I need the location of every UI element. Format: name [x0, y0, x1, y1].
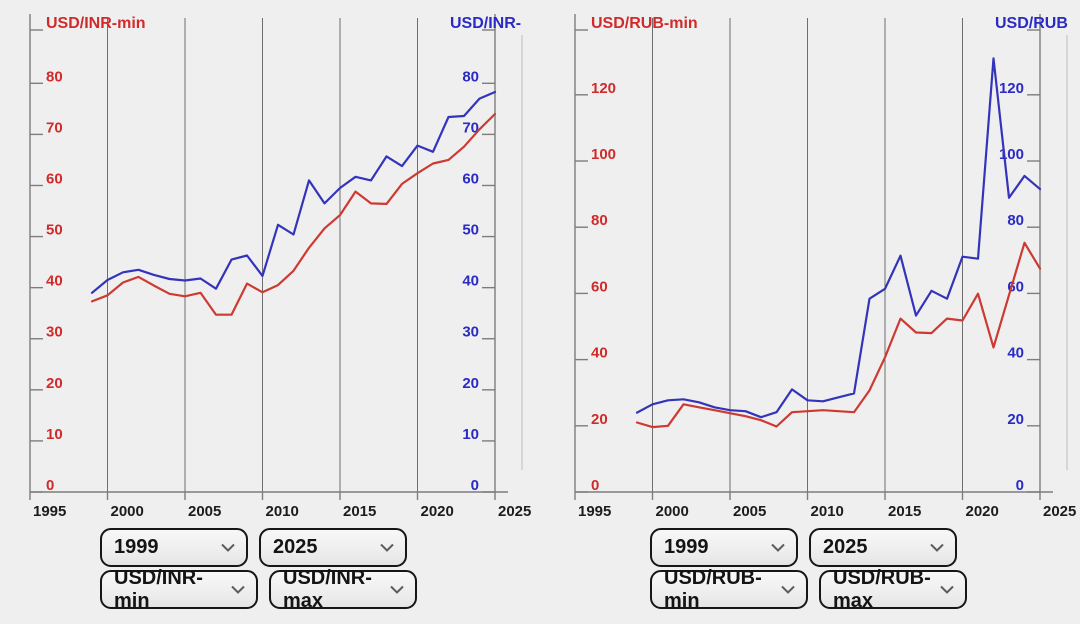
right-y-tick-label: 70 [462, 119, 479, 136]
x-tick-label: 2020 [966, 503, 999, 520]
inr-min-series-value: USD/INR-min [114, 566, 203, 612]
left-y-tick-label: 20 [591, 411, 608, 428]
x-tick-label: 2015 [888, 503, 921, 520]
x-tick-label: 2025 [1043, 503, 1076, 520]
chevron-down-icon [771, 543, 785, 552]
inr-end-year-value: 2025 [273, 536, 318, 558]
x-tick-label: 2005 [188, 503, 221, 520]
left-y-tick-label: 10 [46, 426, 63, 443]
chevron-down-icon [390, 585, 404, 594]
right-y-tick-label: 50 [462, 222, 479, 239]
right-y-tick-label: 30 [462, 324, 479, 341]
x-tick-label: 2010 [266, 503, 299, 520]
right-y-tick-label: 120 [999, 80, 1024, 97]
usd-rub-controls: 1999 2025 USD/RUB-min USD/RUB-max [650, 528, 967, 612]
rub-min-series-value: USD/RUB-min [664, 566, 762, 612]
right-y-tick-label: 0 [471, 477, 479, 494]
right-y-tick-label: 40 [462, 273, 479, 290]
left-y-tick-label: 60 [46, 170, 63, 187]
left-y-tick-label: 100 [591, 146, 616, 163]
left-y-tick-label: 70 [46, 119, 63, 136]
rub-min-series-select[interactable]: USD/RUB-min [650, 567, 808, 612]
year-range-row: 1999 2025 [100, 528, 417, 567]
inr-start-year-value: 1999 [114, 536, 159, 558]
chevron-down-icon [781, 585, 795, 594]
series-line-usd-inr-max [90, 90, 497, 294]
series-line-usd-rub-max [635, 57, 1042, 419]
right-y-tick-label: 20 [1007, 411, 1024, 428]
chevron-down-icon [930, 543, 944, 552]
right-y-tick-label: 40 [1007, 345, 1024, 362]
left-y-tick-label: 30 [46, 324, 63, 341]
right-y-tick-label: 0 [1016, 477, 1024, 494]
rub-max-series-value: USD/RUB-max [833, 566, 931, 612]
inr-min-series-select[interactable]: USD/INR-min [100, 567, 258, 612]
x-tick-label: 2010 [811, 503, 844, 520]
right-y-tick-label: 60 [462, 170, 479, 187]
series-line-usd-inr-min [90, 112, 497, 316]
left-y-tick-label: 80 [46, 68, 63, 85]
x-tick-label: 2005 [733, 503, 766, 520]
inr-max-series-value: USD/INR-max [283, 566, 372, 612]
left-y-tick-label: 40 [591, 345, 608, 362]
right-y-tick-label: 80 [462, 68, 479, 85]
x-tick-label: 1995 [578, 503, 611, 520]
inr-max-series-select[interactable]: USD/INR-max [269, 567, 417, 612]
left-y-tick-label: 0 [591, 477, 599, 494]
x-tick-label: 2000 [111, 503, 144, 520]
inr-end-year-select[interactable]: 2025 [259, 528, 407, 567]
rub-end-year-select[interactable]: 2025 [809, 528, 957, 567]
usd-rub-panel: 1995 2000 2005 2010 2015 2020 2025 0 20 40 60 80 100… [545, 0, 1080, 525]
right-y-tick-label: 80 [1007, 212, 1024, 229]
inr-start-year-select[interactable]: 1999 [100, 528, 248, 567]
usd-inr-chart: 1995 2000 2005 2010 2015 2020 2025010203040506… [29, 14, 531, 520]
chevron-down-icon [380, 543, 394, 552]
left-y-tick-label: 60 [591, 278, 608, 295]
left-y-tick-label: 0 [46, 477, 54, 494]
rub-max-series-select[interactable]: USD/RUB-max [819, 567, 967, 612]
right-y-tick-label: 20 [462, 375, 479, 392]
x-tick-label: 2020 [421, 503, 454, 520]
x-tick-label: 2000 [656, 503, 689, 520]
left-y-tick-label: 40 [46, 273, 63, 290]
rub-start-year-value: 1999 [664, 536, 709, 558]
series-line-usd-rub-min [635, 241, 1042, 429]
rub-end-year-value: 2025 [823, 536, 868, 558]
x-tick-label: 1995 [33, 503, 66, 520]
chevron-down-icon [221, 543, 235, 552]
series-row: USD/RUB-min USD/RUB-max [650, 567, 967, 612]
left-y-tick-label: 50 [46, 222, 63, 239]
left-y-tick-label: 20 [46, 375, 63, 392]
right-axis-title: USD/RUB [995, 15, 1068, 32]
chevron-down-icon [940, 585, 954, 594]
usd-rub-chart: 1995 2000 2005 2010 2015 2020 2025 0 20 40 60 80 100… [574, 14, 1076, 520]
usd-inr-panel: 1995 2000 2005 2010 2015 2020 2025 0 10 20 30 40 50 6… [0, 0, 540, 525]
right-y-tick-label: 10 [462, 426, 479, 443]
series-row: USD/INR-min USD/INR-max [100, 567, 417, 612]
usd-inr-controls: 1999 2025 USD/INR-min USD/INR-max [100, 528, 417, 612]
left-y-tick-label: 120 [591, 80, 616, 97]
year-range-row: 1999 2025 [650, 528, 967, 567]
right-y-tick-label: 60 [1007, 278, 1024, 295]
chevron-down-icon [231, 585, 245, 594]
left-axis-title: USD/RUB-min [591, 15, 698, 32]
rub-start-year-select[interactable]: 1999 [650, 528, 798, 567]
right-axis-title: USD/INR- [450, 15, 521, 32]
x-tick-label: 2015 [343, 503, 376, 520]
left-y-tick-label: 80 [591, 212, 608, 229]
left-axis-title: USD/INR-min [46, 15, 146, 32]
x-tick-label: 2025 [498, 503, 531, 520]
